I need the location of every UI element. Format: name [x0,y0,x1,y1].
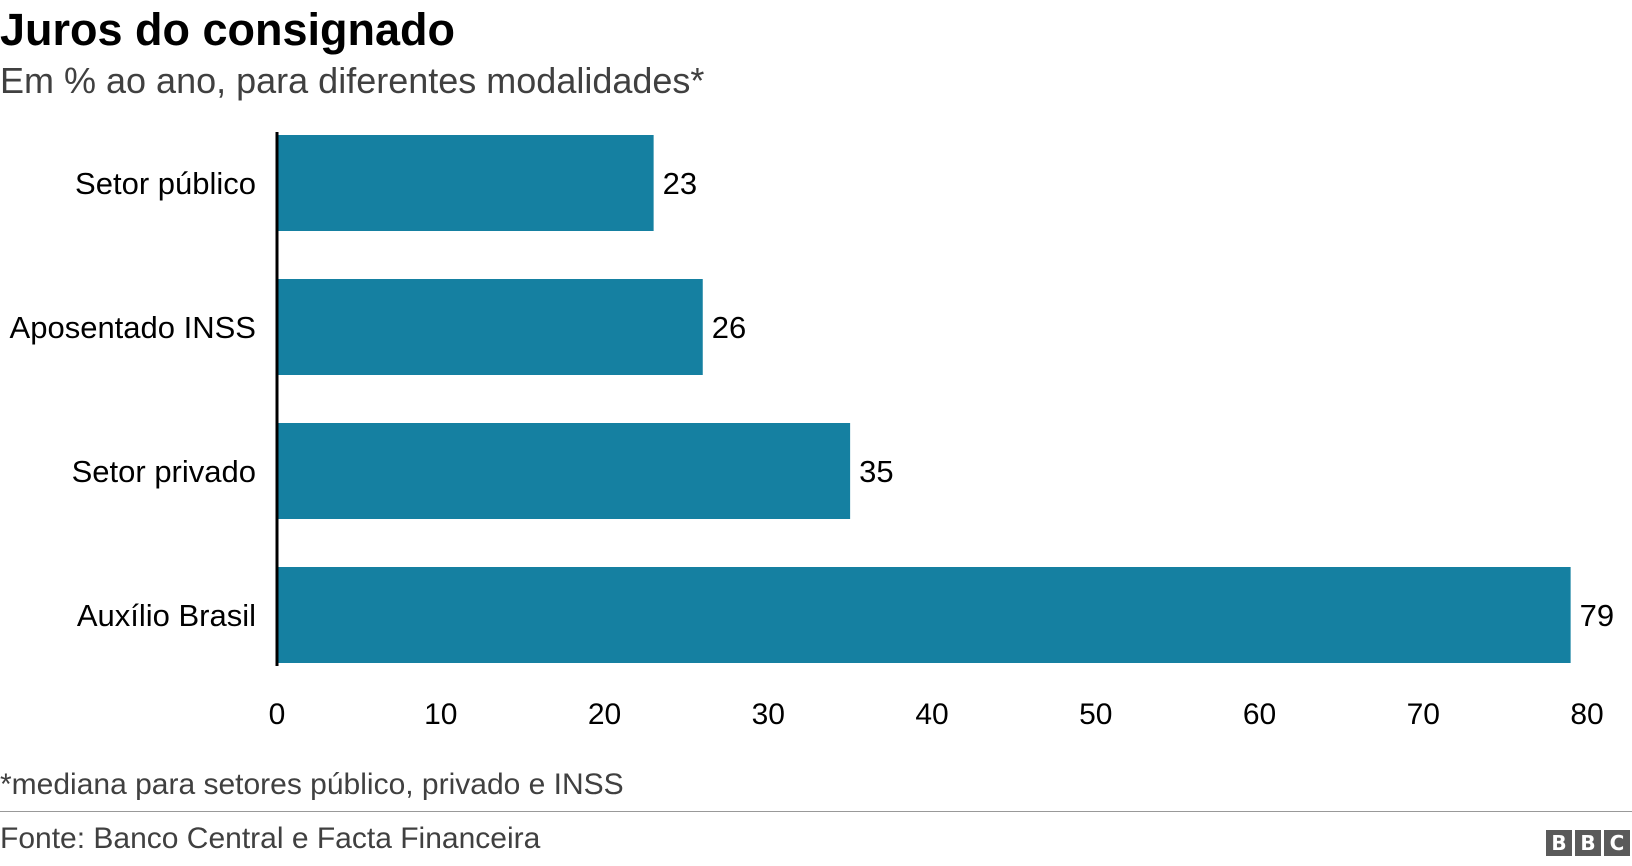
data-label: 26 [712,310,746,345]
x-tick-label: 10 [424,698,457,731]
chart-title: Juros do consignado [0,4,456,55]
x-tick-label: 80 [1570,698,1603,731]
x-tick-label: 50 [1079,698,1112,731]
bar [277,423,851,519]
bar [277,567,1571,663]
source-note: Fonte: Banco Central e Facta Financeira [0,822,541,855]
x-tick-label: 0 [269,698,286,731]
x-tick-label: 30 [752,698,785,731]
logo-letter: C [1604,830,1630,856]
x-tick-label: 20 [588,698,621,731]
footer-divider [0,811,1632,812]
category-label: Setor público [75,166,256,201]
category-label: Aposentado INSS [10,310,256,345]
data-label: 35 [859,454,893,489]
x-tick-label: 40 [915,698,948,731]
footnote: *mediana para setores público, privado e… [0,768,624,801]
chart-subtitle: Em % ao ano, para diferentes modalidades… [0,60,705,101]
bbc-logo: B B C [1546,830,1630,856]
logo-letter: B [1575,830,1601,856]
bar [277,135,654,231]
data-label: 79 [1580,598,1614,633]
data-label: 23 [663,166,697,201]
category-label: Auxílio Brasil [77,598,256,633]
bar [277,279,703,375]
logo-letter: B [1546,830,1572,856]
category-label: Setor privado [72,454,256,489]
x-tick-label: 70 [1407,698,1440,731]
x-tick-label: 60 [1243,698,1276,731]
